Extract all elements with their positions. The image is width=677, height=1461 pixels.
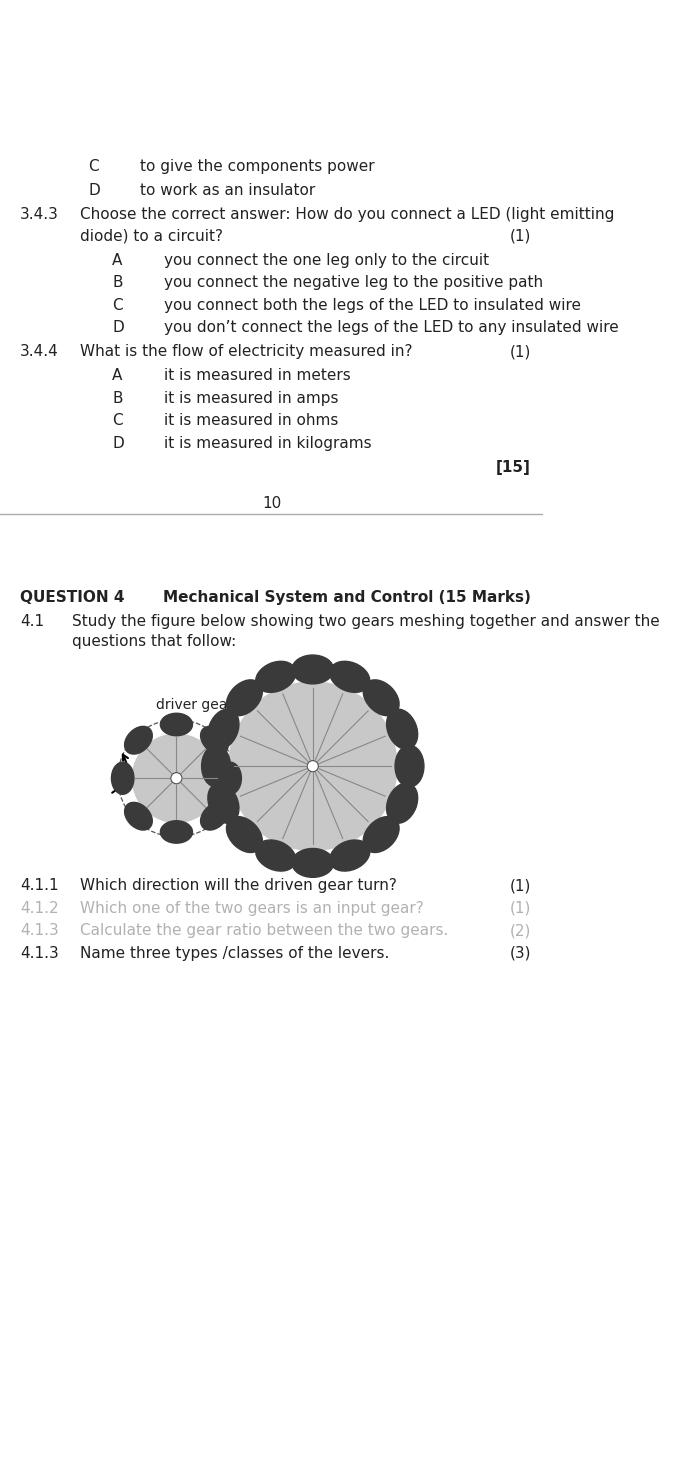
Text: Name three types /classes of the levers.: Name three types /classes of the levers. [80, 945, 389, 961]
Text: 4.1.1: 4.1.1 [20, 878, 59, 894]
Ellipse shape [330, 840, 370, 871]
Text: D: D [88, 183, 100, 199]
Text: [15]: [15] [496, 460, 531, 475]
Ellipse shape [226, 817, 262, 853]
Text: you don’t connect the legs of the LED to any insulated wire: you don’t connect the legs of the LED to… [165, 320, 619, 335]
Text: diode) to a circuit?: diode) to a circuit? [80, 229, 223, 244]
Text: C: C [88, 159, 99, 174]
Ellipse shape [208, 709, 239, 749]
Ellipse shape [202, 745, 230, 787]
Text: it is measured in kilograms: it is measured in kilograms [165, 435, 372, 451]
Circle shape [307, 761, 318, 771]
Ellipse shape [395, 745, 424, 787]
Ellipse shape [387, 783, 418, 823]
Ellipse shape [256, 840, 296, 871]
Text: you connect the one leg only to the circuit: you connect the one leg only to the circ… [165, 253, 489, 267]
Ellipse shape [160, 821, 192, 843]
Text: (1): (1) [510, 878, 531, 894]
Ellipse shape [219, 763, 242, 795]
Ellipse shape [292, 849, 334, 878]
Ellipse shape [364, 679, 399, 716]
Text: QUESTION 4: QUESTION 4 [20, 590, 125, 605]
Text: A: A [112, 368, 123, 383]
Text: you connect both the legs of the LED to insulated wire: you connect both the legs of the LED to … [165, 298, 582, 313]
Ellipse shape [112, 763, 134, 795]
Text: (1): (1) [510, 345, 531, 359]
Text: What is the flow of electricity measured in?: What is the flow of electricity measured… [80, 345, 413, 359]
Text: driven gear: driven gear [281, 666, 361, 679]
Text: (3): (3) [509, 945, 531, 961]
Text: D: D [112, 320, 124, 335]
Text: it is measured in ohms: it is measured in ohms [165, 413, 338, 428]
Text: it is measured in amps: it is measured in amps [165, 392, 339, 406]
Text: B: B [112, 392, 123, 406]
Text: D: D [112, 435, 124, 451]
Text: it is measured in meters: it is measured in meters [165, 368, 351, 383]
Text: 4.1: 4.1 [20, 614, 44, 628]
Text: you connect the negative leg to the positive path: you connect the negative leg to the posi… [165, 275, 544, 291]
Text: (2): (2) [510, 923, 531, 938]
Text: (1): (1) [510, 901, 531, 916]
Circle shape [171, 773, 182, 785]
Circle shape [229, 682, 397, 850]
Text: Choose the correct answer: How do you connect a LED (light emitting: Choose the correct answer: How do you co… [80, 207, 615, 222]
Ellipse shape [125, 726, 152, 754]
Text: A: A [112, 253, 123, 267]
Text: Calculate the gear ratio between the two gears.: Calculate the gear ratio between the two… [80, 923, 449, 938]
Text: 10: 10 [262, 495, 281, 511]
Ellipse shape [256, 662, 296, 693]
Text: B: B [112, 275, 123, 291]
Ellipse shape [226, 679, 262, 716]
Ellipse shape [330, 662, 370, 693]
Text: C: C [112, 413, 123, 428]
Text: (1): (1) [510, 229, 531, 244]
Text: Which direction will the driven gear turn?: Which direction will the driven gear tur… [80, 878, 397, 894]
Text: to give the components power: to give the components power [140, 159, 375, 174]
Ellipse shape [387, 709, 418, 749]
Ellipse shape [200, 726, 228, 754]
Text: questions that follow:: questions that follow: [72, 634, 236, 649]
Ellipse shape [208, 783, 239, 823]
Ellipse shape [292, 655, 334, 684]
Text: 4.1.2: 4.1.2 [20, 901, 59, 916]
Text: to work as an insulator: to work as an insulator [140, 183, 315, 199]
Ellipse shape [160, 713, 192, 736]
Text: Study the figure below showing two gears meshing together and answer the: Study the figure below showing two gears… [72, 614, 660, 628]
Text: 4.1.3: 4.1.3 [20, 923, 59, 938]
Text: Mechanical System and Control (15 Marks): Mechanical System and Control (15 Marks) [163, 590, 531, 605]
Text: driver gear: driver gear [156, 698, 234, 712]
Ellipse shape [364, 817, 399, 853]
Text: 3.4.4: 3.4.4 [20, 345, 59, 359]
Text: C: C [112, 298, 123, 313]
Text: Which one of the two gears is an input gear?: Which one of the two gears is an input g… [80, 901, 424, 916]
Text: 3.4.3: 3.4.3 [20, 207, 59, 222]
Ellipse shape [200, 802, 228, 830]
Circle shape [132, 733, 221, 823]
Ellipse shape [125, 802, 152, 830]
Text: 4.1.3: 4.1.3 [20, 945, 59, 961]
